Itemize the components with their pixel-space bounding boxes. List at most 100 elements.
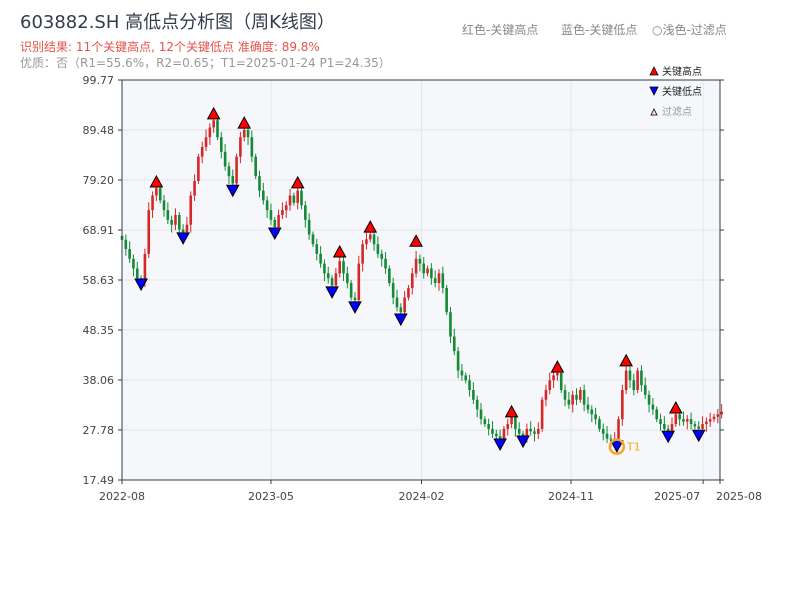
candle-body [269, 210, 273, 220]
x-tick-label: 2022-08 [99, 490, 145, 503]
candle-body [135, 268, 139, 279]
key-low-marker [610, 440, 624, 453]
candle-body [590, 409, 594, 415]
candle-body [273, 219, 277, 228]
candle-body [712, 416, 716, 420]
candle-body [624, 370, 628, 391]
key-high-marker [550, 360, 565, 373]
candle-body [174, 215, 177, 225]
candle-body [258, 176, 261, 191]
candle-body [323, 263, 326, 274]
candle-body [197, 156, 200, 181]
candle-body [250, 137, 254, 157]
candle-body [514, 416, 517, 429]
candle-body [262, 190, 265, 201]
legend-filtered-label: 过滤点 [662, 105, 692, 118]
candle-body [162, 200, 166, 211]
key-low-marker [691, 429, 706, 443]
candle-body [361, 244, 364, 264]
candle-body [452, 336, 456, 352]
candle-body [586, 404, 590, 410]
key-high-marker [149, 174, 164, 188]
x-tick-label: 2024-02 [399, 490, 445, 503]
candle-body [666, 428, 670, 432]
key-low-marker [348, 301, 362, 314]
candle-body [567, 399, 571, 405]
candle-body [517, 428, 521, 434]
candle-body [235, 156, 238, 184]
candle-body [464, 375, 468, 381]
candle-body [468, 380, 471, 391]
candle-body [220, 137, 223, 152]
candle-body [242, 129, 246, 138]
candle-body [559, 372, 563, 391]
candle-body [556, 372, 559, 376]
t1-label: T1 [626, 441, 641, 454]
candle-body [422, 263, 426, 274]
x-tick-label: 2023-05 [248, 490, 294, 503]
candle-body [720, 411, 723, 415]
candle-body [487, 424, 490, 429]
key-low-marker [661, 430, 676, 444]
t1-marker [608, 438, 626, 455]
result-summary: 识别结果: 11个关键高点, 12个关键低点 准确度: 89.8% [20, 40, 320, 54]
y-tick-label: 17.49 [83, 474, 115, 487]
key-low-marker [325, 286, 339, 299]
candle-body [143, 253, 147, 281]
candle-body [697, 426, 701, 429]
candle-body [647, 394, 651, 405]
candle-body [319, 253, 322, 264]
candle-body [529, 428, 532, 432]
candle-body [216, 120, 219, 138]
candle-body [292, 195, 296, 203]
candle-body [659, 419, 662, 425]
candle-body [494, 433, 498, 437]
key-low-marker [516, 435, 530, 449]
candle-body [483, 419, 487, 425]
key-high-marker [363, 220, 378, 233]
candle-body [212, 120, 215, 128]
candle-body [628, 370, 632, 381]
candle-body [147, 210, 151, 254]
candle-body [689, 419, 693, 425]
candle-body [491, 428, 494, 434]
key-high-marker [206, 106, 221, 120]
legend-red-high: 红色-关键高点 [462, 23, 539, 37]
y-tick-label: 27.78 [83, 424, 115, 437]
candle-body [525, 428, 529, 437]
key-high-marker [668, 400, 683, 414]
quality-summary: 优质：否（R1=55.6%，R2=0.65；T1=2025-01-24 P1=2… [20, 56, 391, 70]
legend-blue-low: 蓝色-关键低点 [561, 23, 638, 37]
candle-body [418, 258, 422, 264]
candle-body [338, 261, 342, 274]
legend-low-icon [649, 86, 659, 96]
y-tick-label: 99.77 [83, 74, 115, 87]
candle-body [708, 419, 712, 422]
candle-body [357, 263, 361, 301]
candle-body [575, 394, 578, 400]
candle-body [456, 351, 460, 371]
x-tick-label: 2025-08 [716, 490, 762, 503]
key-high-marker [619, 353, 633, 367]
candle-body [663, 424, 666, 429]
candle-body [124, 239, 128, 250]
candle-body [315, 244, 319, 254]
candle-body [552, 375, 555, 381]
candle-body [170, 219, 173, 225]
candle-body [410, 273, 414, 288]
candle-body [533, 431, 536, 434]
candle-body [579, 390, 582, 400]
candle-body [506, 424, 510, 429]
key-high-marker [504, 404, 519, 418]
candle-body [636, 370, 639, 391]
candle-body [403, 297, 406, 313]
candle-body [433, 278, 437, 284]
candle-body [582, 390, 586, 405]
candle-body [510, 416, 513, 425]
candle-body [177, 215, 181, 230]
candle-body [609, 438, 613, 440]
candle-body [430, 268, 433, 279]
key-high-marker [290, 175, 305, 189]
candle-body [208, 127, 212, 138]
candle-body [365, 239, 368, 245]
